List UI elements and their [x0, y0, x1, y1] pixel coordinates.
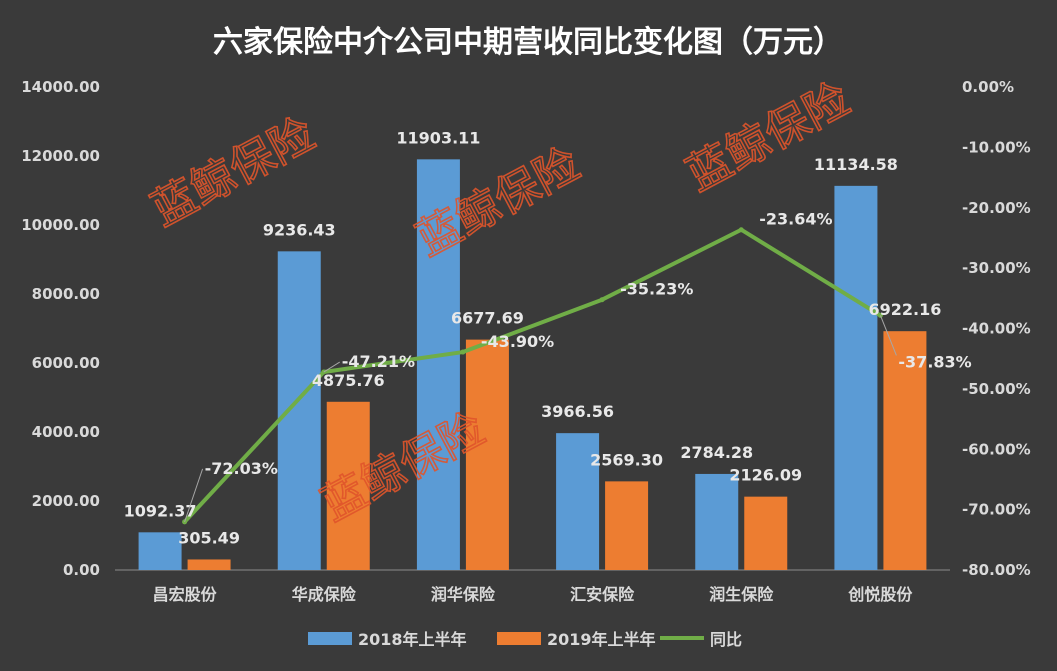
bar-2018	[138, 532, 182, 570]
y-right-tick-label: 0.00%	[962, 78, 1014, 96]
data-label-leader	[184, 468, 204, 523]
x-tick-label: 汇安保险	[570, 585, 635, 604]
data-label-yoy: -35.23%	[620, 280, 693, 299]
bar-2019	[187, 559, 231, 570]
y-right-tick-label: -50.00%	[962, 380, 1031, 398]
x-tick-label: 润华保险	[431, 585, 496, 604]
y-left-tick-label: 4000.00	[32, 423, 100, 441]
data-label-2019: 6922.16	[868, 300, 941, 319]
bar-2019	[744, 496, 788, 570]
data-label-2018: 9236.43	[263, 220, 336, 239]
x-tick-label: 华成保险	[292, 585, 357, 604]
bar-2019	[605, 481, 649, 570]
y-left-tick-label: 8000.00	[32, 285, 100, 303]
y-left-tick-label: 14000.00	[21, 78, 100, 96]
data-label-2018: 1092.37	[124, 501, 197, 520]
yoy-point	[599, 297, 605, 303]
data-label-leader	[879, 315, 897, 356]
legend-label: 同比	[710, 630, 742, 649]
bar-2018	[416, 159, 460, 570]
x-tick-label: 润生保险	[709, 585, 774, 604]
bar-2018	[695, 473, 739, 570]
y-left-tick-label: 10000.00	[21, 216, 100, 234]
data-label-2018: 11903.11	[396, 128, 480, 147]
y-left-tick-label: 2000.00	[32, 492, 100, 510]
y-right-tick-label: -30.00%	[962, 259, 1031, 277]
data-label-2019: 6677.69	[451, 309, 524, 328]
bar-2018	[834, 185, 878, 570]
y-right-tick-label: -10.00%	[962, 138, 1031, 156]
legend: 2018年上半年 2019年上半年 同比	[308, 630, 742, 649]
data-label-yoy: -43.90%	[481, 332, 554, 351]
x-axis: 昌宏股份 华成保险 润华保险 汇安保险 润生保险 创悦股份	[115, 569, 950, 604]
watermark-text: 蓝鲸保险	[679, 73, 858, 201]
data-label-2018: 3966.56	[541, 402, 614, 421]
y-left-tick-label: 6000.00	[32, 354, 100, 372]
bar-2019	[465, 339, 509, 570]
bar-2018	[277, 251, 321, 570]
y-left-tick-label: 0.00	[63, 561, 100, 579]
chart-title: 六家保险中介公司中期营收同比变化图（万元）	[213, 25, 843, 60]
data-label-yoy: -72.03%	[205, 459, 278, 478]
yoy-point	[738, 227, 744, 233]
bar-2019	[883, 331, 927, 570]
data-label-2019: 2569.30	[590, 450, 663, 469]
data-label-2019: 305.49	[178, 528, 240, 547]
y-right-tick-label: -20.00%	[962, 199, 1031, 217]
legend-label: 2019年上半年	[547, 630, 656, 649]
bar-series	[138, 159, 927, 570]
data-label-2019: 4875.76	[312, 371, 385, 390]
watermark-text: 蓝鲸保险	[144, 108, 323, 236]
y-axis-left: 0.00 2000.00 4000.00 6000.00 8000.00 10000.00…	[21, 78, 100, 579]
bar-2018	[556, 433, 600, 570]
data-label-yoy: -47.21%	[342, 352, 415, 371]
data-label-yoy: -23.64%	[759, 210, 832, 229]
legend-swatch	[308, 632, 352, 645]
y-axis-right: -80.00% -70.00% -60.00% -50.00% -40.00% -30.0…	[962, 78, 1031, 579]
data-label-2018: 2784.28	[680, 443, 753, 462]
legend-swatch	[497, 632, 541, 645]
y-right-tick-label: -40.00%	[962, 320, 1031, 338]
data-labels: 1092.37 305.49 -72.03% 9236.43 4875.76-47.21…	[124, 128, 972, 547]
y-right-tick-label: -60.00%	[962, 440, 1031, 458]
yoy-point	[460, 349, 466, 355]
data-label-2018: 11134.58	[814, 155, 898, 174]
y-left-tick-label: 12000.00	[21, 147, 100, 165]
data-label-yoy: -37.83%	[898, 352, 971, 371]
legend-label: 2018年上半年	[358, 630, 467, 649]
data-label-leader	[323, 361, 341, 373]
y-right-tick-label: -70.00%	[962, 501, 1031, 519]
x-tick-label: 创悦股份	[847, 585, 913, 604]
y-right-tick-label: -80.00%	[962, 561, 1031, 579]
x-tick-label: 昌宏股份	[153, 585, 218, 604]
data-label-2019: 2126.09	[729, 466, 802, 485]
yoy-line	[183, 227, 882, 524]
bar-2019	[326, 401, 370, 570]
